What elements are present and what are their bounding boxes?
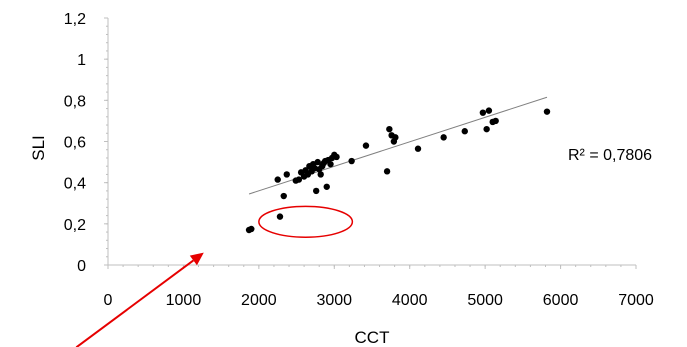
data-point bbox=[386, 125, 393, 133]
y-tick-label: 1,2 bbox=[64, 11, 86, 28]
data-point bbox=[295, 176, 303, 183]
data-point bbox=[317, 171, 324, 178]
data-point bbox=[274, 176, 281, 183]
y-tick-label: 0,2 bbox=[64, 217, 86, 234]
data-point bbox=[248, 225, 255, 233]
x-tick-label: 6000 bbox=[543, 292, 579, 309]
data-point bbox=[280, 192, 287, 200]
x-tick-label: 0 bbox=[104, 292, 113, 309]
data-point bbox=[483, 125, 490, 133]
data-point bbox=[276, 213, 284, 220]
y-tick-label: 0 bbox=[77, 258, 86, 275]
data-point bbox=[348, 157, 355, 165]
data-point bbox=[461, 128, 468, 135]
data-point bbox=[327, 160, 334, 168]
data-point bbox=[362, 142, 370, 149]
data-point bbox=[440, 134, 447, 141]
data-point bbox=[383, 168, 391, 175]
x-tick-label: 4000 bbox=[392, 292, 428, 309]
arrow bbox=[75, 259, 194, 347]
data-point bbox=[492, 117, 499, 125]
y-tick-label: 0,4 bbox=[64, 176, 86, 193]
r-squared-label: R² = 0,7806 bbox=[568, 147, 652, 164]
data-point bbox=[283, 171, 290, 178]
data-point bbox=[333, 153, 340, 161]
x-tick-label: 5000 bbox=[467, 292, 503, 309]
data-point bbox=[323, 183, 330, 190]
x-tick-label: 1000 bbox=[166, 292, 202, 309]
y-axis-title: SLI bbox=[29, 135, 48, 161]
highlight-ellipse bbox=[258, 205, 354, 238]
data-point bbox=[392, 134, 399, 141]
data-point bbox=[312, 187, 320, 195]
x-tick-label: 3000 bbox=[316, 292, 352, 309]
x-axis-title: CCT bbox=[355, 328, 390, 347]
data-point bbox=[414, 145, 422, 152]
data-point bbox=[479, 109, 487, 116]
y-tick-label: 0,6 bbox=[64, 135, 86, 152]
data-point bbox=[314, 158, 321, 166]
data-point bbox=[543, 108, 551, 115]
arrow-head bbox=[189, 252, 204, 266]
x-tick-label: 2000 bbox=[241, 292, 277, 309]
y-tick-label: 1 bbox=[77, 52, 86, 69]
data-point bbox=[485, 107, 493, 114]
x-tick-label: 7000 bbox=[618, 292, 654, 309]
y-tick-label: 0,8 bbox=[64, 93, 86, 110]
